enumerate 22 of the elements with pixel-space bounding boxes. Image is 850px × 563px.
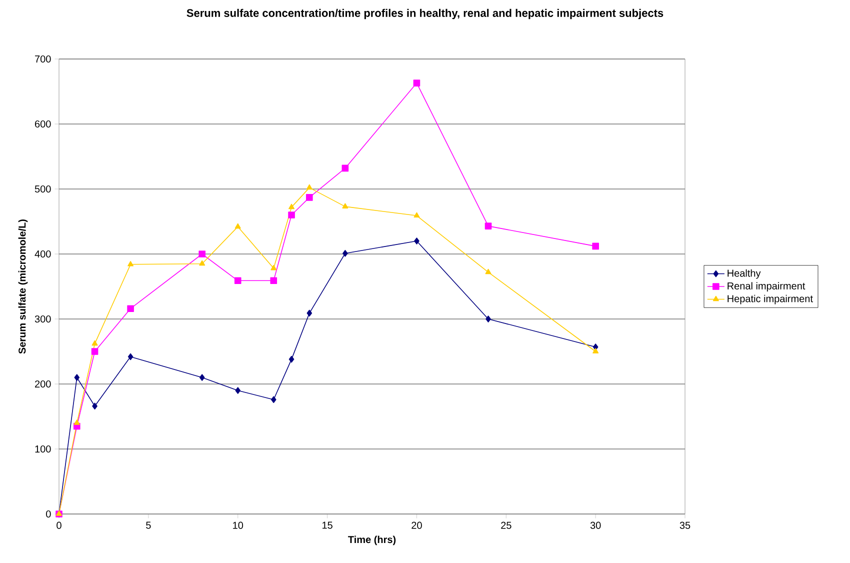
x-tick-label: 0 (56, 522, 62, 529)
x-tick-label: 10 (233, 522, 244, 529)
x-tick-label: 20 (412, 522, 422, 529)
y-tick-label: 300 (34, 315, 51, 323)
x-tick-label: 5 (146, 522, 151, 529)
x-tick-label: 35 (680, 522, 690, 529)
y-tick-label: 500 (34, 185, 51, 193)
x-axis-title: Time (hrs) (348, 536, 396, 546)
y-tick-label: 700 (35, 55, 51, 63)
y-tick-label: 200 (35, 380, 51, 388)
x-tick-label: 15 (322, 522, 332, 529)
y-tick-label: 600 (35, 120, 51, 128)
legend-label: Hepatic impairment (728, 294, 813, 304)
legend-label: Healthy (728, 269, 761, 279)
x-tick-label: 25 (501, 522, 512, 529)
x-tick-label: 30 (590, 522, 601, 529)
y-tick-label: 100 (35, 445, 51, 453)
y-tick-label: 400 (34, 250, 51, 258)
chart-title: Serum sulfate concentration/time profiles in healthy, renal and hepatic impairment subjects (186, 8, 664, 20)
y-tick-label: 0 (46, 510, 51, 518)
y-axis-title: Serum sulfate (micromole/L) (18, 219, 28, 354)
legend-label: Renal impairment (728, 282, 806, 292)
